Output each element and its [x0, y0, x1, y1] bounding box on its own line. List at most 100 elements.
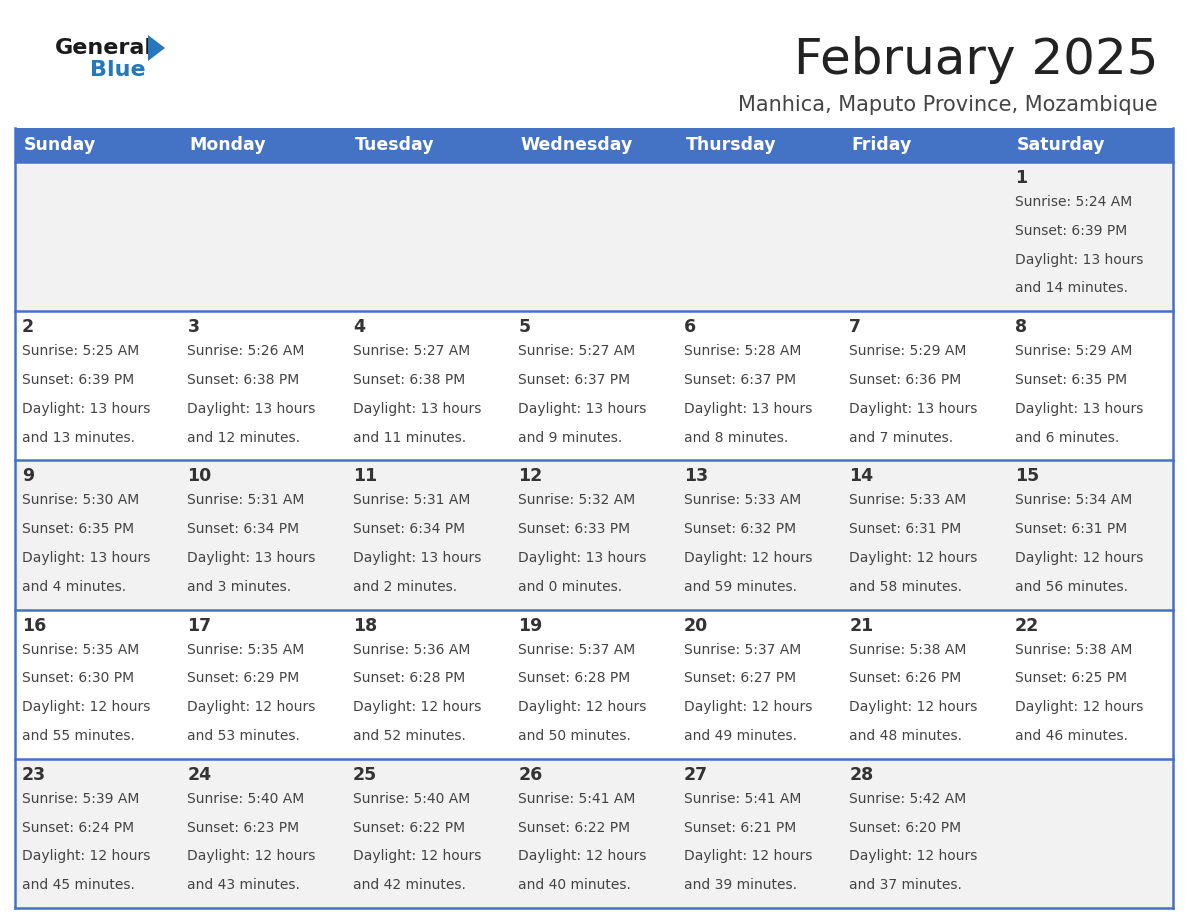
Text: Sunset: 6:20 PM: Sunset: 6:20 PM	[849, 821, 961, 834]
Text: Sunset: 6:24 PM: Sunset: 6:24 PM	[23, 821, 134, 834]
Text: and 53 minutes.: and 53 minutes.	[188, 729, 301, 743]
Text: 10: 10	[188, 467, 211, 486]
Text: Sunset: 6:27 PM: Sunset: 6:27 PM	[684, 671, 796, 686]
Text: Daylight: 13 hours: Daylight: 13 hours	[1015, 402, 1143, 416]
Text: Daylight: 12 hours: Daylight: 12 hours	[188, 849, 316, 864]
Text: 21: 21	[849, 617, 873, 634]
Text: and 13 minutes.: and 13 minutes.	[23, 431, 135, 444]
Text: and 49 minutes.: and 49 minutes.	[684, 729, 797, 743]
Text: and 55 minutes.: and 55 minutes.	[23, 729, 135, 743]
Text: Daylight: 12 hours: Daylight: 12 hours	[684, 700, 813, 714]
Text: February 2025: February 2025	[794, 36, 1158, 84]
Text: Daylight: 12 hours: Daylight: 12 hours	[23, 700, 151, 714]
Text: Sunset: 6:34 PM: Sunset: 6:34 PM	[188, 522, 299, 536]
Text: Friday: Friday	[851, 136, 911, 154]
Text: Daylight: 12 hours: Daylight: 12 hours	[188, 700, 316, 714]
Text: and 7 minutes.: and 7 minutes.	[849, 431, 953, 444]
Text: Daylight: 12 hours: Daylight: 12 hours	[1015, 551, 1143, 565]
Text: 8: 8	[1015, 319, 1026, 336]
Text: Sunrise: 5:27 AM: Sunrise: 5:27 AM	[353, 344, 470, 358]
Text: 11: 11	[353, 467, 377, 486]
Text: and 50 minutes.: and 50 minutes.	[518, 729, 631, 743]
Text: 2: 2	[23, 319, 34, 336]
Text: General: General	[55, 38, 153, 58]
Text: 22: 22	[1015, 617, 1038, 634]
Text: Daylight: 13 hours: Daylight: 13 hours	[518, 551, 646, 565]
Text: 1: 1	[1015, 169, 1026, 187]
Text: Sunrise: 5:42 AM: Sunrise: 5:42 AM	[849, 792, 966, 806]
Text: Sunset: 6:22 PM: Sunset: 6:22 PM	[353, 821, 465, 834]
Text: Daylight: 13 hours: Daylight: 13 hours	[849, 402, 978, 416]
Text: Saturday: Saturday	[1017, 136, 1105, 154]
Text: 24: 24	[188, 766, 211, 784]
Text: Sunset: 6:35 PM: Sunset: 6:35 PM	[23, 522, 134, 536]
Text: Daylight: 12 hours: Daylight: 12 hours	[849, 849, 978, 864]
Text: 26: 26	[518, 766, 543, 784]
Text: Daylight: 13 hours: Daylight: 13 hours	[23, 551, 151, 565]
Text: Sunrise: 5:36 AM: Sunrise: 5:36 AM	[353, 643, 470, 656]
Text: Sunset: 6:31 PM: Sunset: 6:31 PM	[849, 522, 961, 536]
Text: Sunset: 6:32 PM: Sunset: 6:32 PM	[684, 522, 796, 536]
Text: Sunset: 6:29 PM: Sunset: 6:29 PM	[188, 671, 299, 686]
Bar	[15, 461, 1173, 610]
Text: Daylight: 13 hours: Daylight: 13 hours	[1015, 252, 1143, 266]
Text: and 8 minutes.: and 8 minutes.	[684, 431, 788, 444]
Text: Sunrise: 5:40 AM: Sunrise: 5:40 AM	[353, 792, 470, 806]
Polygon shape	[148, 35, 165, 61]
Bar	[15, 610, 1173, 759]
Text: and 9 minutes.: and 9 minutes.	[518, 431, 623, 444]
Text: Sunset: 6:39 PM: Sunset: 6:39 PM	[23, 373, 134, 387]
Text: 17: 17	[188, 617, 211, 634]
Text: Daylight: 13 hours: Daylight: 13 hours	[353, 551, 481, 565]
Bar	[15, 128, 1173, 162]
Text: Daylight: 13 hours: Daylight: 13 hours	[23, 402, 151, 416]
Bar	[15, 311, 1173, 461]
Text: and 59 minutes.: and 59 minutes.	[684, 580, 797, 594]
Text: and 40 minutes.: and 40 minutes.	[518, 879, 631, 892]
Text: Thursday: Thursday	[685, 136, 776, 154]
Text: Daylight: 12 hours: Daylight: 12 hours	[518, 700, 646, 714]
Text: and 12 minutes.: and 12 minutes.	[188, 431, 301, 444]
Bar	[15, 162, 1173, 311]
Text: Sunrise: 5:35 AM: Sunrise: 5:35 AM	[23, 643, 139, 656]
Text: 18: 18	[353, 617, 377, 634]
Text: Sunset: 6:31 PM: Sunset: 6:31 PM	[1015, 522, 1127, 536]
Text: Daylight: 13 hours: Daylight: 13 hours	[684, 402, 813, 416]
Text: Sunday: Sunday	[24, 136, 96, 154]
Text: 25: 25	[353, 766, 377, 784]
Text: and 6 minutes.: and 6 minutes.	[1015, 431, 1119, 444]
Text: and 3 minutes.: and 3 minutes.	[188, 580, 291, 594]
Text: Daylight: 12 hours: Daylight: 12 hours	[23, 849, 151, 864]
Text: Daylight: 12 hours: Daylight: 12 hours	[518, 849, 646, 864]
Text: Sunrise: 5:41 AM: Sunrise: 5:41 AM	[518, 792, 636, 806]
Text: Daylight: 12 hours: Daylight: 12 hours	[849, 700, 978, 714]
Text: Sunrise: 5:32 AM: Sunrise: 5:32 AM	[518, 493, 636, 508]
Text: and 58 minutes.: and 58 minutes.	[849, 580, 962, 594]
Text: Daylight: 13 hours: Daylight: 13 hours	[518, 402, 646, 416]
Text: Sunset: 6:37 PM: Sunset: 6:37 PM	[684, 373, 796, 387]
Text: 14: 14	[849, 467, 873, 486]
Text: Sunrise: 5:29 AM: Sunrise: 5:29 AM	[849, 344, 967, 358]
Text: Sunset: 6:38 PM: Sunset: 6:38 PM	[353, 373, 466, 387]
Text: Sunset: 6:39 PM: Sunset: 6:39 PM	[1015, 224, 1127, 238]
Text: Daylight: 12 hours: Daylight: 12 hours	[353, 849, 481, 864]
Text: 12: 12	[518, 467, 543, 486]
Text: Daylight: 13 hours: Daylight: 13 hours	[188, 551, 316, 565]
Bar	[15, 759, 1173, 908]
Text: and 0 minutes.: and 0 minutes.	[518, 580, 623, 594]
Text: Daylight: 13 hours: Daylight: 13 hours	[353, 402, 481, 416]
Text: Sunrise: 5:31 AM: Sunrise: 5:31 AM	[353, 493, 470, 508]
Text: 27: 27	[684, 766, 708, 784]
Text: Sunrise: 5:31 AM: Sunrise: 5:31 AM	[188, 493, 305, 508]
Text: Sunset: 6:38 PM: Sunset: 6:38 PM	[188, 373, 299, 387]
Text: Sunset: 6:26 PM: Sunset: 6:26 PM	[849, 671, 961, 686]
Text: Sunrise: 5:33 AM: Sunrise: 5:33 AM	[684, 493, 801, 508]
Text: Sunset: 6:21 PM: Sunset: 6:21 PM	[684, 821, 796, 834]
Text: 15: 15	[1015, 467, 1038, 486]
Text: and 48 minutes.: and 48 minutes.	[849, 729, 962, 743]
Text: and 45 minutes.: and 45 minutes.	[23, 879, 135, 892]
Text: Sunset: 6:23 PM: Sunset: 6:23 PM	[188, 821, 299, 834]
Text: Sunrise: 5:34 AM: Sunrise: 5:34 AM	[1015, 493, 1132, 508]
Text: 5: 5	[518, 319, 530, 336]
Text: Daylight: 12 hours: Daylight: 12 hours	[684, 849, 813, 864]
